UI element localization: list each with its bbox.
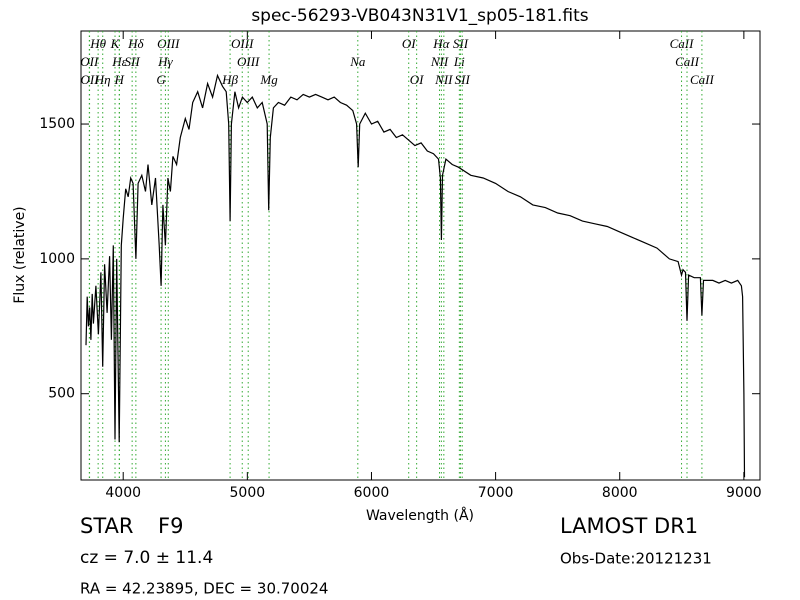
- plot-frame: [80, 30, 761, 481]
- y-tick-label: 1000: [39, 251, 75, 267]
- spectral-line-label: OIII: [231, 36, 254, 51]
- subclass: F9: [158, 514, 183, 538]
- spectral-line-label: OII: [80, 54, 99, 69]
- class: STAR: [80, 514, 133, 538]
- obs-date: Obs-Date:20121231: [560, 550, 712, 568]
- spectral-line-label: SII: [125, 54, 141, 69]
- spectral-line-label: Hα: [432, 36, 450, 51]
- spectral-line-label: NII: [434, 72, 453, 87]
- spectral-line-label: SII: [455, 72, 471, 87]
- spectral-line-label: CaII: [675, 54, 700, 69]
- x-tick-label: 8000: [602, 485, 638, 501]
- spectral-line-label: Li: [453, 54, 465, 69]
- spectral-line-label: Hε: [111, 54, 127, 69]
- spectral-line-label: OI: [402, 36, 416, 51]
- spectral-line-label: Na: [349, 54, 366, 69]
- chart-title: spec-56293-VB043N31V1_sp05-181.fits: [251, 6, 588, 26]
- x-tick-label: 7000: [478, 485, 514, 501]
- spectral-line-label: Hβ: [221, 72, 238, 87]
- release: LAMOST DR1: [560, 514, 698, 538]
- spectral-line-label: Mg: [259, 72, 278, 87]
- spectral-line-label: Hγ: [157, 54, 173, 69]
- x-tick-label: 6000: [354, 485, 390, 501]
- spectral-line-label: NII: [430, 54, 449, 69]
- y-axis-label: Flux (relative): [12, 206, 28, 303]
- x-tick-label: 4000: [105, 485, 141, 501]
- spectral-line-label: OII: [81, 72, 100, 87]
- spectral-line-label: K: [110, 36, 121, 51]
- spectrum-line: [85, 73, 746, 478]
- spectral-line-label: OI: [410, 72, 424, 87]
- x-tick-label: 5000: [230, 485, 266, 501]
- spectral-line-label: Hθ: [89, 36, 106, 51]
- spectral-line-label: OIII: [157, 36, 180, 51]
- spectral-line-label: SII: [453, 36, 469, 51]
- spectral-line-label: G: [156, 72, 166, 87]
- spectral-line-label: CaII: [670, 36, 695, 51]
- spectral-line-label: CaII: [690, 72, 715, 87]
- spectral-line-label: Hδ: [127, 36, 144, 51]
- x-tick-label: 9000: [726, 485, 762, 501]
- spectral-line-label: Hη: [94, 72, 111, 87]
- y-tick-label: 500: [48, 386, 75, 402]
- y-tick-label: 1500: [39, 116, 75, 132]
- x-axis-label: Wavelength (Å): [366, 507, 474, 524]
- spectral-line-label: H: [114, 72, 125, 87]
- cz: cz = 7.0 ± 11.4: [80, 548, 213, 568]
- coords: RA = 42.23895, DEC = 30.70024: [80, 580, 328, 598]
- spectral-line-label: OIII: [237, 54, 260, 69]
